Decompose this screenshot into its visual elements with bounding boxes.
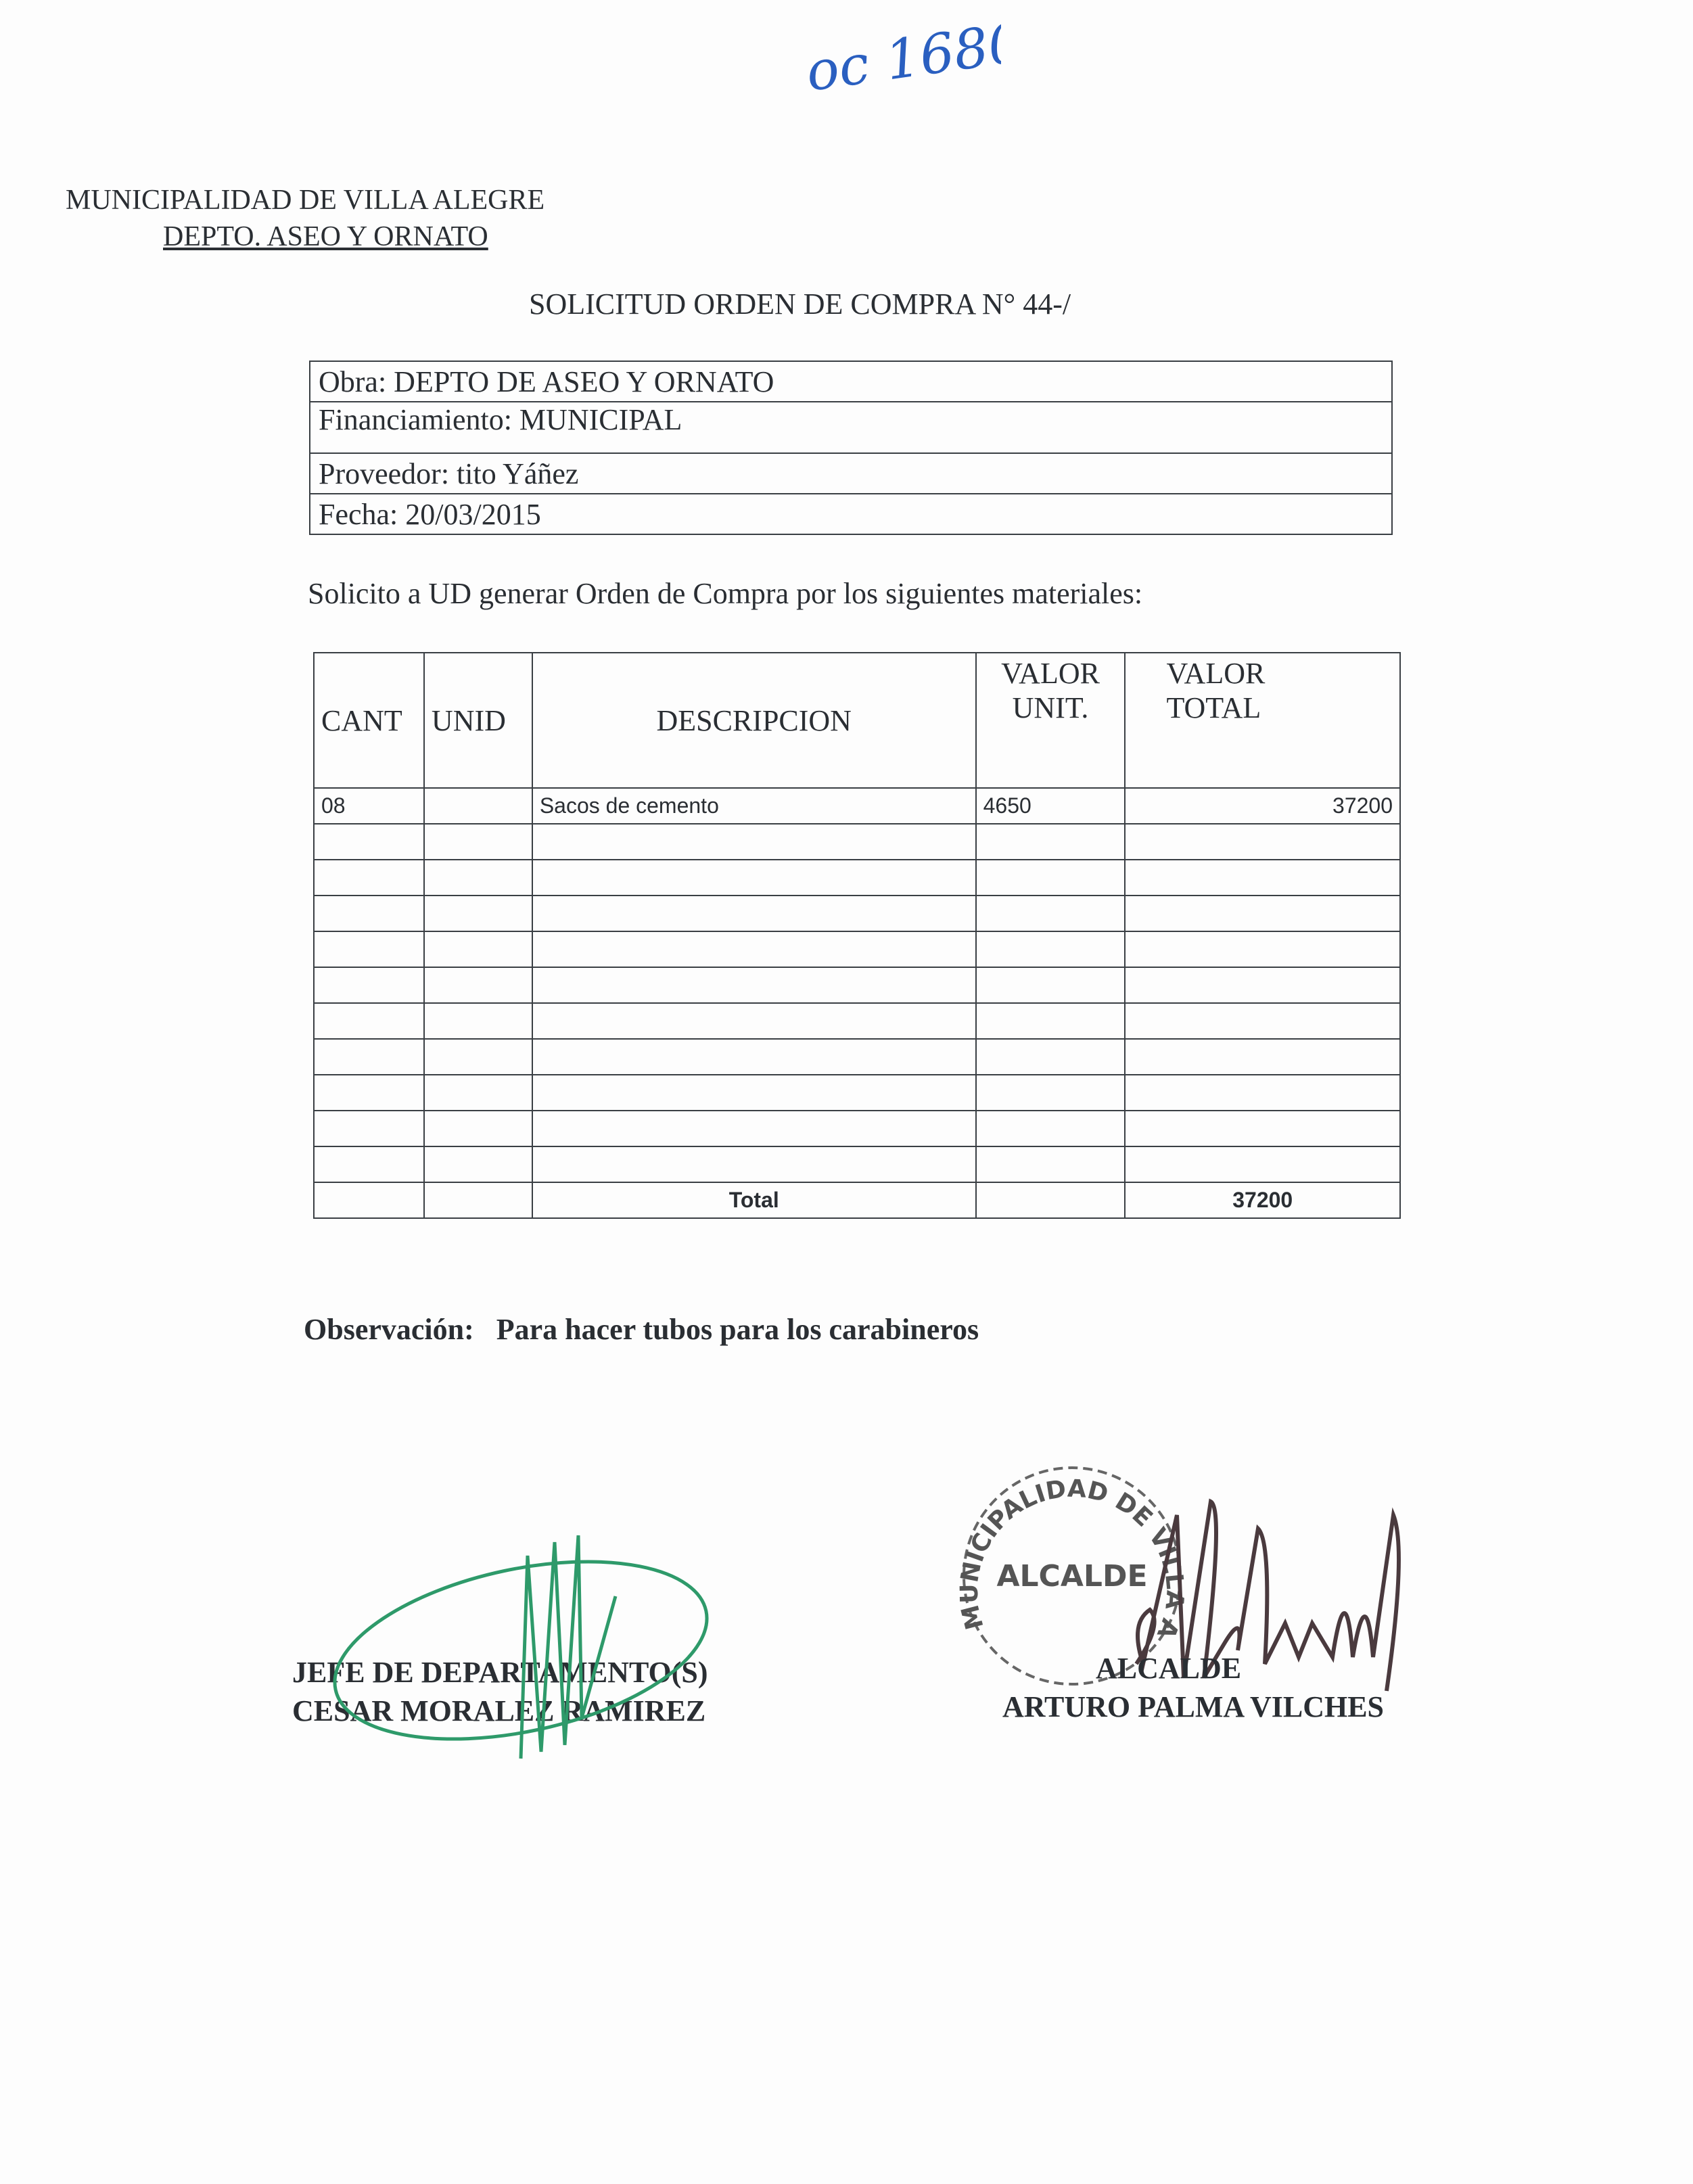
table-row	[313, 823, 1401, 860]
empty-cell	[975, 859, 1126, 896]
page-title: SOLICITUD ORDEN DE COMPRA N° 44-/	[529, 287, 1071, 321]
svg-text:oc 1680: oc 1680	[802, 14, 1001, 95]
header-descripcion: DESCRIPCION	[531, 652, 977, 789]
empty-cell	[531, 859, 977, 896]
empty-cell	[531, 895, 977, 932]
observacion: Observación: Para hacer tubos para los c…	[304, 1312, 979, 1347]
empty-cell	[1124, 895, 1401, 932]
empty-cell	[423, 1074, 533, 1111]
empty-cell	[313, 895, 425, 932]
empty-cell	[531, 1146, 977, 1183]
cell-valor-total: 37200	[1124, 787, 1401, 824]
svg-text:ALCALDE: ALCALDE	[996, 1559, 1147, 1594]
cell-unid	[423, 787, 533, 824]
empty-cell	[531, 1002, 977, 1040]
items-table: CANT UNID DESCRIPCION VALOR UNIT. VALOR …	[313, 652, 1401, 1219]
total-row: Total 37200	[313, 1182, 1401, 1219]
financiamiento-field: Financiamiento: MUNICIPAL	[309, 401, 1393, 454]
table-row	[313, 1074, 1401, 1111]
left-signature-role: JEFE DE DEPARTAMENTO(S)	[292, 1656, 708, 1689]
empty-cell	[531, 967, 977, 1004]
fecha-field: Fecha: 20/03/2015	[309, 493, 1393, 535]
empty-cell	[423, 1146, 533, 1183]
observacion-text: Para hacer tubos para los carabineros	[496, 1313, 979, 1346]
empty-cell	[423, 859, 533, 896]
header-valor-unit: VALOR UNIT.	[975, 652, 1126, 789]
cell-valor-unit: 4650	[975, 787, 1126, 824]
cell-cant: 08	[313, 787, 425, 824]
total-value: 37200	[1124, 1182, 1401, 1219]
empty-cell	[531, 823, 977, 860]
org-name: MUNICIPALIDAD DE VILLA ALEGRE	[66, 185, 545, 216]
empty-cell	[423, 895, 533, 932]
observacion-label: Observación:	[304, 1313, 474, 1346]
empty-cell	[975, 895, 1126, 932]
dept-name: DEPTO. ASEO Y ORNATO	[163, 221, 488, 252]
obra-field: Obra: DEPTO DE ASEO Y ORNATO	[309, 361, 1393, 402]
proveedor-field: Proveedor: tito Yáñez	[309, 452, 1393, 494]
right-signature-name: ARTURO PALMA VILCHES	[1002, 1690, 1385, 1723]
table-row	[313, 1002, 1401, 1040]
empty-cell	[1124, 1002, 1401, 1040]
total-label: Total	[531, 1182, 977, 1219]
table-row	[313, 967, 1401, 1004]
empty-cell	[313, 1074, 425, 1111]
handwritten-note: oc 1680	[802, 14, 1001, 95]
table-row	[313, 1110, 1401, 1147]
empty-cell	[531, 1110, 977, 1147]
empty-cell	[313, 931, 425, 968]
empty-cell	[975, 931, 1126, 968]
empty-cell	[313, 823, 425, 860]
empty-cell	[531, 931, 977, 968]
empty-cell	[313, 1002, 425, 1040]
empty-cell	[313, 859, 425, 896]
empty-cell	[1124, 931, 1401, 968]
table-row	[313, 895, 1401, 932]
empty-cell	[975, 1110, 1126, 1147]
empty-cell	[975, 1146, 1126, 1183]
empty-cell	[1124, 1074, 1401, 1111]
request-text: Solicito a UD generar Orden de Compra po…	[308, 577, 1143, 610]
empty-cell	[313, 1110, 425, 1147]
empty-cell	[1124, 1146, 1401, 1183]
info-table: Obra: DEPTO DE ASEO Y ORNATO Financiamie…	[309, 361, 1393, 535]
empty-cell	[975, 967, 1126, 1004]
empty-cell	[1124, 823, 1401, 860]
empty-cell	[1124, 1038, 1401, 1075]
table-row	[313, 931, 1401, 968]
empty-cell	[975, 1074, 1126, 1111]
empty-cell	[531, 1038, 977, 1075]
alcalde-signature	[1134, 1498, 1401, 1692]
empty-cell	[1124, 967, 1401, 1004]
empty-cell	[423, 1110, 533, 1147]
table-row	[313, 859, 1401, 896]
table-row	[313, 1038, 1401, 1075]
empty-cell	[313, 1146, 425, 1183]
empty-cell	[1124, 1110, 1401, 1147]
empty-cell	[975, 823, 1126, 860]
green-signature	[333, 1535, 709, 1759]
empty-cell	[423, 1038, 533, 1075]
table-row: 08 Sacos de cemento 4650 37200	[313, 787, 1401, 824]
empty-cell	[313, 967, 425, 1004]
empty-cell	[423, 967, 533, 1004]
table-row	[313, 1146, 1401, 1183]
empty-cell	[1124, 859, 1401, 896]
header-unid: UNID	[423, 652, 533, 789]
empty-cell	[313, 1038, 425, 1075]
cell-descripcion: Sacos de cemento	[531, 787, 977, 824]
empty-cell	[975, 1002, 1126, 1040]
header-valor-total: VALOR TOTAL	[1124, 652, 1401, 789]
empty-rows	[313, 823, 1401, 1183]
header-cant: CANT	[313, 652, 425, 789]
empty-cell	[531, 1074, 977, 1111]
right-signature-role: ALCALDE	[1096, 1652, 1242, 1685]
empty-cell	[423, 823, 533, 860]
empty-cell	[423, 1002, 533, 1040]
empty-cell	[975, 1038, 1126, 1075]
empty-cell	[423, 931, 533, 968]
